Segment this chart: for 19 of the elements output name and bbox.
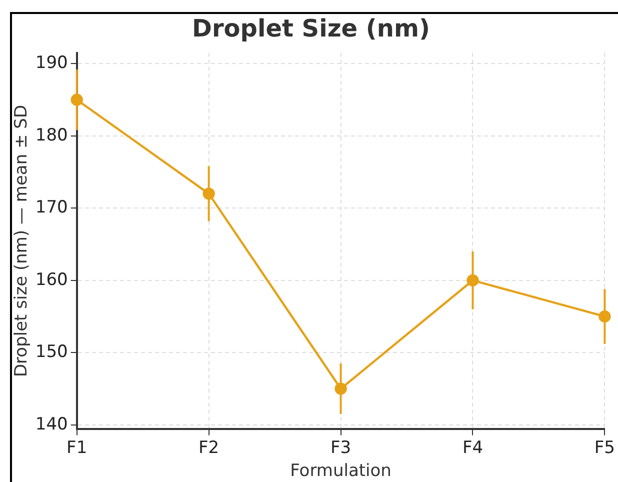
y-tick-label: 170 xyxy=(35,198,68,218)
x-tick-label: F2 xyxy=(198,438,220,458)
x-tick-label: F5 xyxy=(594,438,616,458)
y-tick-label: 140 xyxy=(35,414,68,434)
x-tick-label: F1 xyxy=(66,438,88,458)
point xyxy=(70,94,83,106)
y-tick-label: 190 xyxy=(35,53,68,74)
x-tick-label: F4 xyxy=(462,438,484,458)
point xyxy=(598,310,611,323)
x-axis-title: Formulation xyxy=(290,461,392,482)
point xyxy=(334,382,347,395)
y-axis-title: Droplet size (nm) — mean ± SD xyxy=(12,104,32,378)
point xyxy=(466,274,479,286)
x-tick-label: F3 xyxy=(330,438,352,458)
y-tick-label: 180 xyxy=(35,125,68,146)
chart-title: Droplet Size (nm) xyxy=(192,14,430,43)
point xyxy=(202,188,215,200)
y-tick-label: 150 xyxy=(35,342,68,362)
y-tick-label: 160 xyxy=(35,270,68,290)
